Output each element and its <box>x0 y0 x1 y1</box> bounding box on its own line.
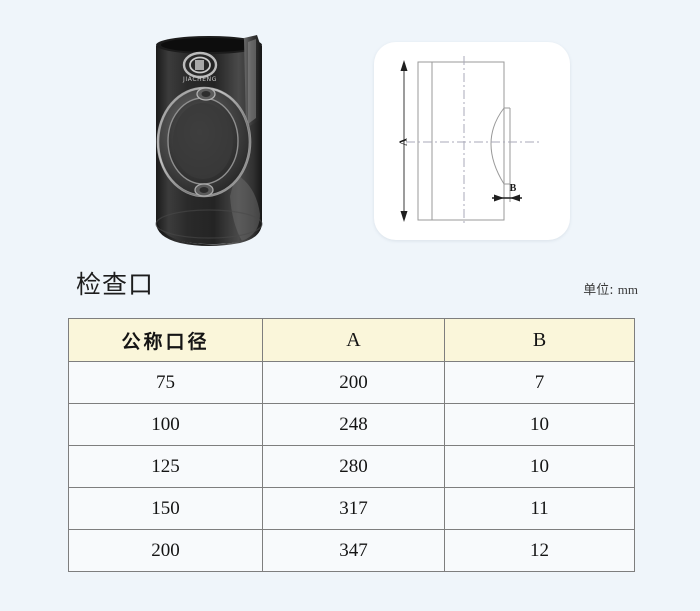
page-title: 检查口 <box>76 270 155 299</box>
spec-table-wrap: 公称口径 A B 75 200 7 100 248 10 125 280 10 <box>68 318 635 572</box>
bolt-boss-bottom <box>194 183 214 197</box>
product-overview-area: JIACHENG <box>0 0 700 265</box>
dimension-b: B <box>492 183 522 202</box>
product-photo: JIACHENG <box>144 24 294 256</box>
cell-b: 10 <box>444 445 635 488</box>
inspection-cover-face <box>173 103 233 179</box>
branch-slot <box>244 35 260 128</box>
cell-a: 280 <box>262 445 445 488</box>
cell-a: 317 <box>262 487 445 530</box>
table-row: 75 200 7 <box>68 361 635 404</box>
cell-a: 347 <box>262 529 445 572</box>
cell-b: 12 <box>444 529 635 572</box>
cell-b: 10 <box>444 403 635 446</box>
cell-nominal-diameter: 75 <box>68 361 263 404</box>
table-row: 150 317 11 <box>68 487 635 530</box>
column-header-b: B <box>444 318 635 362</box>
table-row: 200 347 12 <box>68 529 635 572</box>
cell-nominal-diameter: 150 <box>68 487 263 530</box>
dimension-a-label: A <box>398 138 410 146</box>
pipe-bore <box>161 38 257 52</box>
drawing-body-outline <box>417 61 505 221</box>
cell-a: 200 <box>262 361 445 404</box>
svg-text:JIACHENG: JIACHENG <box>182 76 217 83</box>
title-row: 检查口 单位: mm <box>0 268 700 310</box>
cell-a: 248 <box>262 403 445 446</box>
dimension-b-label: B <box>510 183 517 194</box>
cell-b: 7 <box>444 361 635 404</box>
table-row: 100 248 10 <box>68 403 635 446</box>
spec-table: 公称口径 A B 75 200 7 100 248 10 125 280 10 <box>68 318 635 572</box>
dimension-a: A <box>398 60 410 222</box>
branch-slot-face <box>248 39 256 124</box>
technical-drawing-graphic: A B <box>398 56 540 226</box>
drawing-cover-curve <box>490 107 505 185</box>
brand-logo: JIACHENG <box>182 51 218 83</box>
cell-b: 11 <box>444 487 635 530</box>
product-photo-graphic: JIACHENG <box>155 35 263 246</box>
bolt-boss-top <box>196 87 216 101</box>
body-highlight <box>230 174 260 241</box>
cell-nominal-diameter: 100 <box>68 403 263 446</box>
pipe-bottom-rim <box>155 209 263 239</box>
column-header-a: A <box>262 318 445 362</box>
unit-note-label: 单位 <box>583 283 610 298</box>
column-header-nominal-diameter: 公称口径 <box>68 318 263 362</box>
table-header-row: 公称口径 A B <box>68 318 635 362</box>
unit-note: 单位: mm <box>583 281 638 300</box>
cell-nominal-diameter: 200 <box>68 529 263 572</box>
unit-note-value: mm <box>617 282 638 297</box>
unit-note-separator: : <box>609 283 614 298</box>
technical-drawing-panel: A B <box>374 42 570 240</box>
cell-nominal-diameter: 125 <box>68 445 263 488</box>
table-row: 125 280 10 <box>68 445 635 488</box>
